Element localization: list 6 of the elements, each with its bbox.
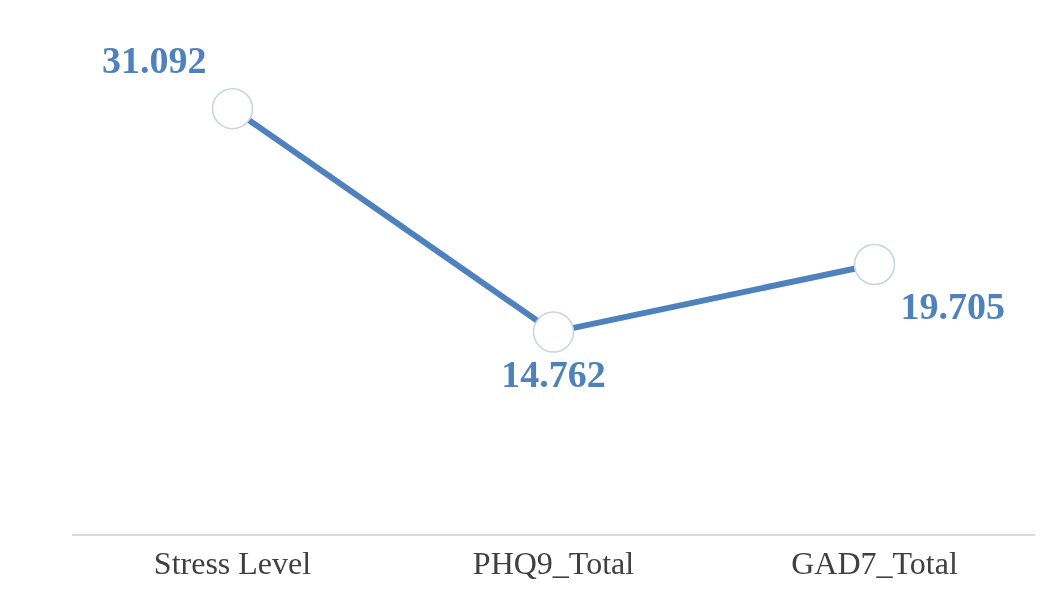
x-tick-label: Stress Level <box>153 545 312 582</box>
data-label: 31.092 <box>102 39 207 82</box>
x-tick-label: GAD7_Total <box>791 545 958 582</box>
x-tick-label: PHQ9_Total <box>472 545 635 582</box>
data-label: 19.705 <box>900 284 1005 327</box>
data-label: 14.762 <box>501 352 606 395</box>
